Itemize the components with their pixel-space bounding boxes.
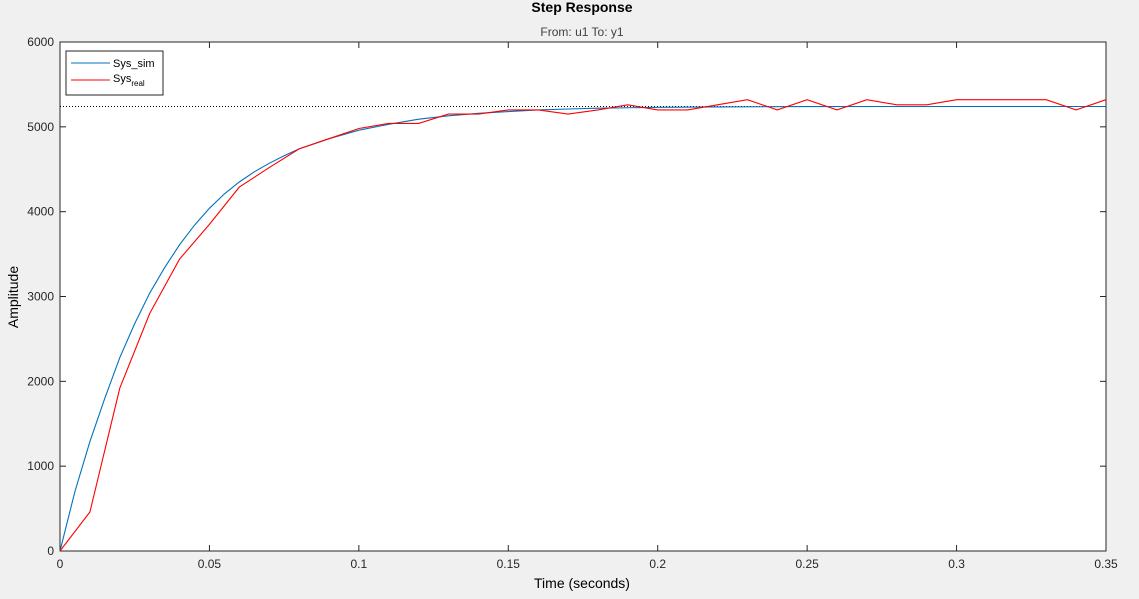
- y-tick-label: 2000: [27, 374, 54, 388]
- y-tick-label: 3000: [27, 290, 54, 304]
- x-tick-label: 0.2: [649, 557, 666, 571]
- axis-ticks: 0 0.05 0.1 0.15 0.2 0.25 0.3 0.35 0 1000 2000 3000 4…: [27, 35, 1118, 571]
- y-tick-label: 6000: [27, 35, 54, 49]
- legend-label-sys-sim-text: Sys_sim: [113, 58, 155, 70]
- y-tick-label: 5000: [27, 120, 54, 134]
- legend-label-sys-real-sub: real: [131, 79, 145, 88]
- y-tick-label: 1000: [27, 459, 54, 473]
- x-axis-label: Time (seconds): [534, 575, 630, 591]
- legend-label-sys-real-text: Sys: [113, 73, 132, 85]
- x-tick-label: 0.3: [948, 557, 965, 571]
- y-tick-label: 4000: [27, 205, 54, 219]
- legend-label-sys-sim: Sys_sim: [113, 58, 155, 70]
- x-tick-label: 0.35: [1094, 557, 1118, 571]
- series-line-sys-real: [59, 99, 1107, 552]
- x-tick-label: 0.15: [497, 557, 521, 571]
- x-tick-label: 0.1: [351, 557, 368, 571]
- chart-title: Step Response: [531, 0, 632, 15]
- chart-subtitle: From: u1 To: y1: [540, 25, 623, 39]
- plot-area[interactable]: [59, 41, 1107, 552]
- x-tick-label: 0.25: [795, 557, 819, 571]
- x-tick-label: 0.05: [198, 557, 222, 571]
- legend-label-sys-real: Sysreal: [113, 73, 145, 88]
- legend[interactable]: Sys_sim Sysreal: [65, 50, 164, 96]
- y-tick-label: 0: [47, 544, 54, 558]
- series-layer: [59, 99, 1107, 552]
- legend-box: [65, 50, 164, 96]
- x-tick-label: 0: [57, 557, 64, 571]
- y-axis-label: Amplitude: [5, 266, 21, 328]
